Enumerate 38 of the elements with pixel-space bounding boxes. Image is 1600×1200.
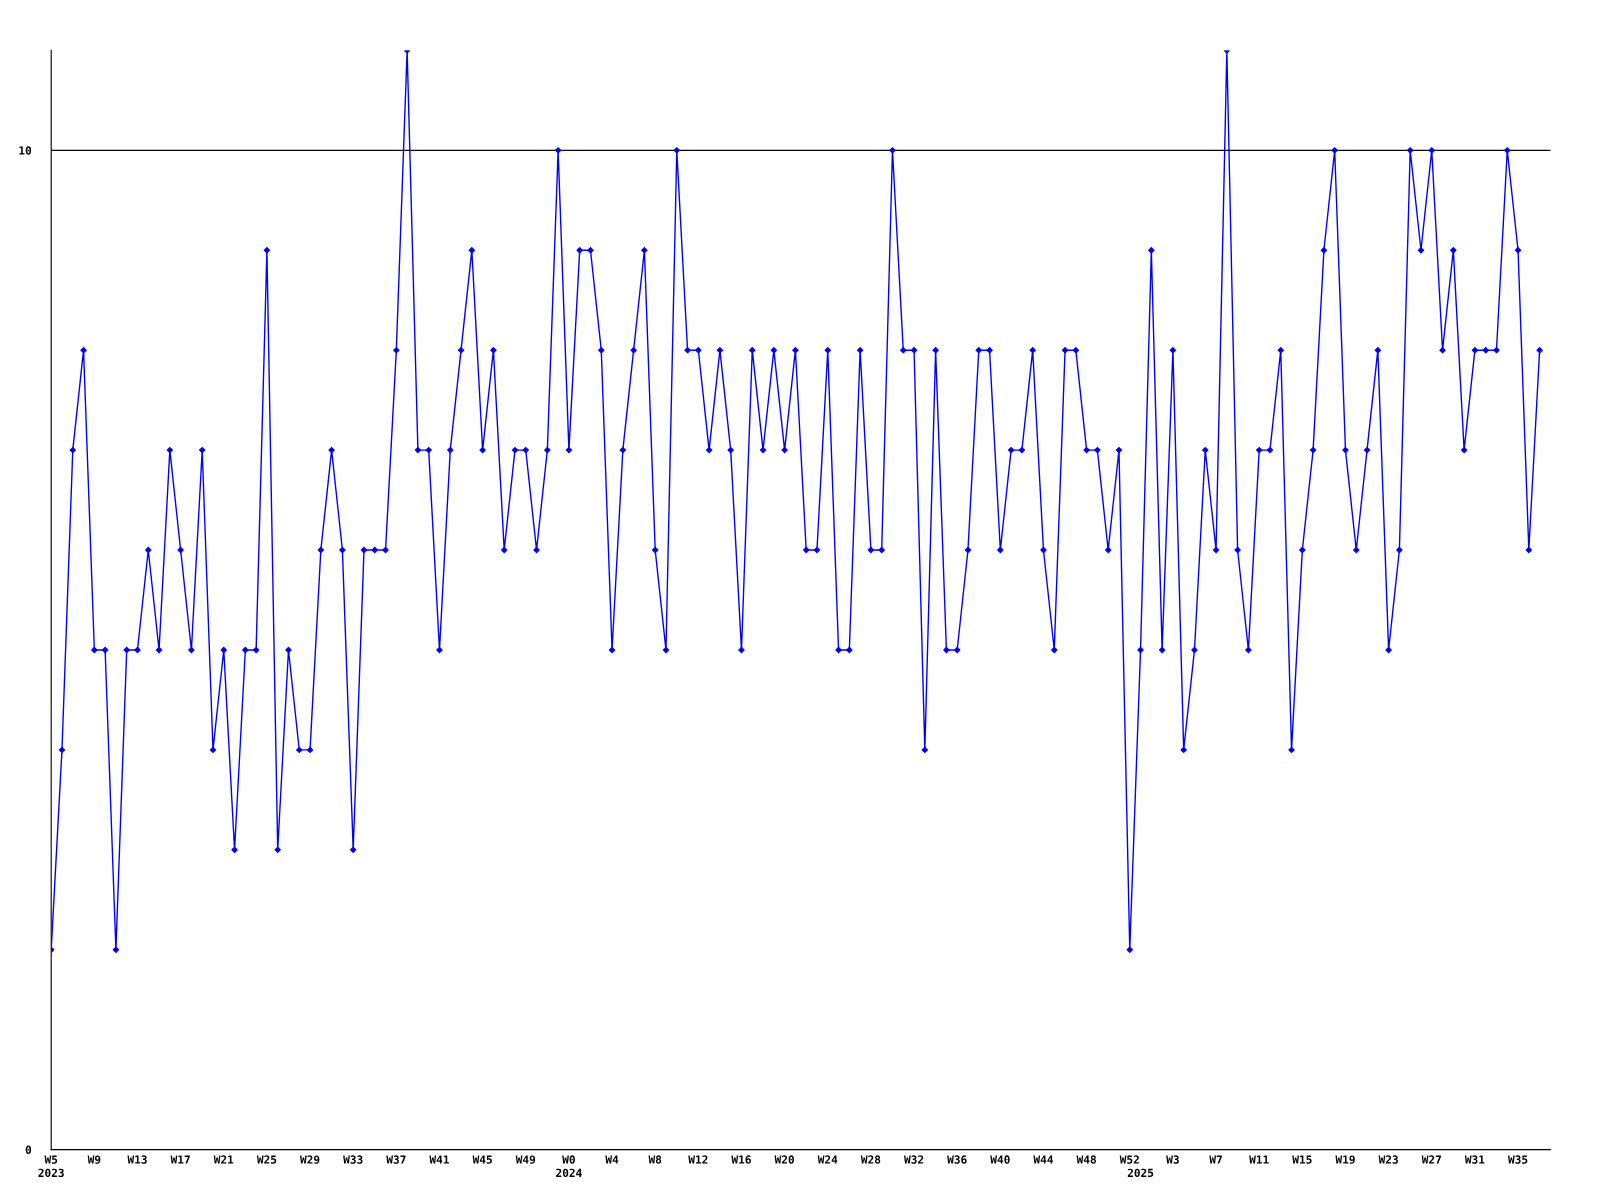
x-tick-label: W27 — [1421, 1155, 1441, 1164]
x-tick-label: W52 — [1119, 1155, 1139, 1164]
x-tick-label: W24 — [817, 1155, 838, 1164]
x-tick-label: W17 — [170, 1155, 190, 1164]
y-tick-label: 10 — [19, 146, 32, 155]
x-tick-label: W45 — [472, 1155, 492, 1164]
x-tick-label: W20 — [774, 1155, 794, 1164]
x-tick-label: W3 — [1166, 1155, 1179, 1164]
x-tick-label: W11 — [1249, 1155, 1269, 1164]
x-tick-label: W19 — [1335, 1155, 1355, 1164]
x-tick-label: W35 — [1508, 1155, 1528, 1164]
x-tick-label: W21 — [213, 1155, 234, 1164]
x-tick-label: W41 — [429, 1155, 449, 1164]
x-tick-label: W8 — [648, 1155, 662, 1164]
x-tick-label: W15 — [1292, 1155, 1312, 1164]
x-tick-label: W5 2023 — [38, 1155, 64, 1178]
x-tick-label: W44 — [1033, 1155, 1054, 1164]
x-tick-label: W0 2024 — [556, 1155, 582, 1178]
x-tick-label: W49 — [515, 1155, 536, 1164]
x-tick-label: W23 — [1378, 1155, 1398, 1164]
x-tick-label: W31 — [1464, 1155, 1485, 1164]
x-tick-label: W16 — [731, 1155, 751, 1164]
x-tick-label: W40 — [990, 1155, 1010, 1164]
x-tick-label: W7 — [1209, 1155, 1222, 1164]
x-tick-label: W4 — [605, 1155, 619, 1164]
x-tick-label: W25 — [256, 1155, 277, 1164]
x-tick-label: W36 — [947, 1155, 967, 1164]
x-tick-label: W29 — [300, 1155, 320, 1164]
x-tick-label: W37 — [386, 1155, 406, 1164]
y-tick-label: 0 — [25, 1145, 32, 1154]
x-tick-label: W48 — [1076, 1155, 1096, 1164]
x-tick-label: W32 — [904, 1155, 924, 1164]
x-tick-label: W13 — [127, 1155, 147, 1164]
x-tick-label: W28 — [860, 1155, 881, 1164]
x-tick-label: 2025 — [1127, 1168, 1154, 1178]
x-tick-label: W12 — [688, 1155, 708, 1164]
x-tick-label: W33 — [343, 1155, 363, 1164]
x-tick-label: W9 — [87, 1155, 101, 1164]
